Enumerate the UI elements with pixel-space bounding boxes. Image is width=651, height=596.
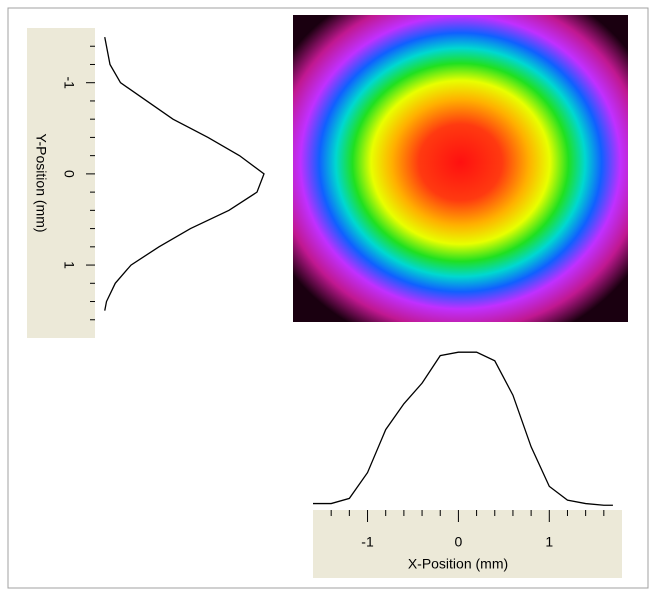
profiler-view: Y-Position (mm) X-Position (mm) -1 0 1 -1 0 1 bbox=[0, 0, 651, 591]
y-axis-title: Y-Position (mm) bbox=[33, 133, 49, 232]
x-axis-title: X-Position (mm) bbox=[408, 556, 508, 572]
x-tick-label: -1 bbox=[361, 534, 374, 550]
y-tick-label: 1 bbox=[61, 261, 77, 269]
y-tick-label: -1 bbox=[61, 76, 77, 89]
x-tick-label: 1 bbox=[545, 534, 553, 550]
x-tick-label: 0 bbox=[455, 534, 463, 550]
beam-image bbox=[293, 15, 628, 322]
y-tick-label: 0 bbox=[61, 170, 77, 178]
